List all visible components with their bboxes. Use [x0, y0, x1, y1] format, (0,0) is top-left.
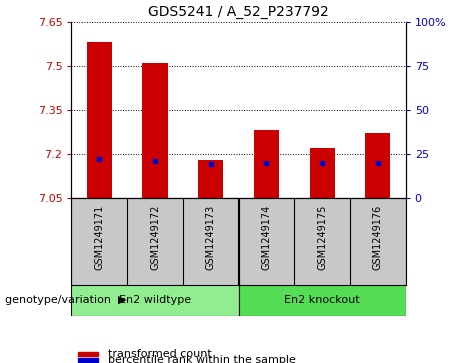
Text: En2 wildtype: En2 wildtype [119, 295, 191, 305]
FancyBboxPatch shape [71, 285, 238, 316]
Text: GSM1249172: GSM1249172 [150, 205, 160, 270]
Title: GDS5241 / A_52_P237792: GDS5241 / A_52_P237792 [148, 5, 329, 19]
Bar [198, 160, 223, 198]
Text: genotype/variation  ▶: genotype/variation ▶ [5, 295, 126, 305]
Text: GSM1249173: GSM1249173 [206, 205, 216, 270]
Text: GSM1249175: GSM1249175 [317, 205, 327, 270]
Bar [142, 63, 167, 198]
Text: GSM1249171: GSM1249171 [95, 205, 104, 270]
Text: transformed count: transformed count [108, 349, 212, 359]
Bar [78, 352, 98, 356]
Bar [310, 148, 335, 198]
FancyBboxPatch shape [238, 285, 406, 316]
Text: En2 knockout: En2 knockout [284, 295, 360, 305]
Bar [365, 133, 390, 198]
Bar [254, 130, 279, 198]
Text: GSM1249176: GSM1249176 [373, 205, 383, 270]
Bar [87, 42, 112, 198]
Text: GSM1249174: GSM1249174 [261, 205, 272, 270]
Text: percentile rank within the sample: percentile rank within the sample [108, 355, 296, 363]
Bar [78, 358, 98, 362]
